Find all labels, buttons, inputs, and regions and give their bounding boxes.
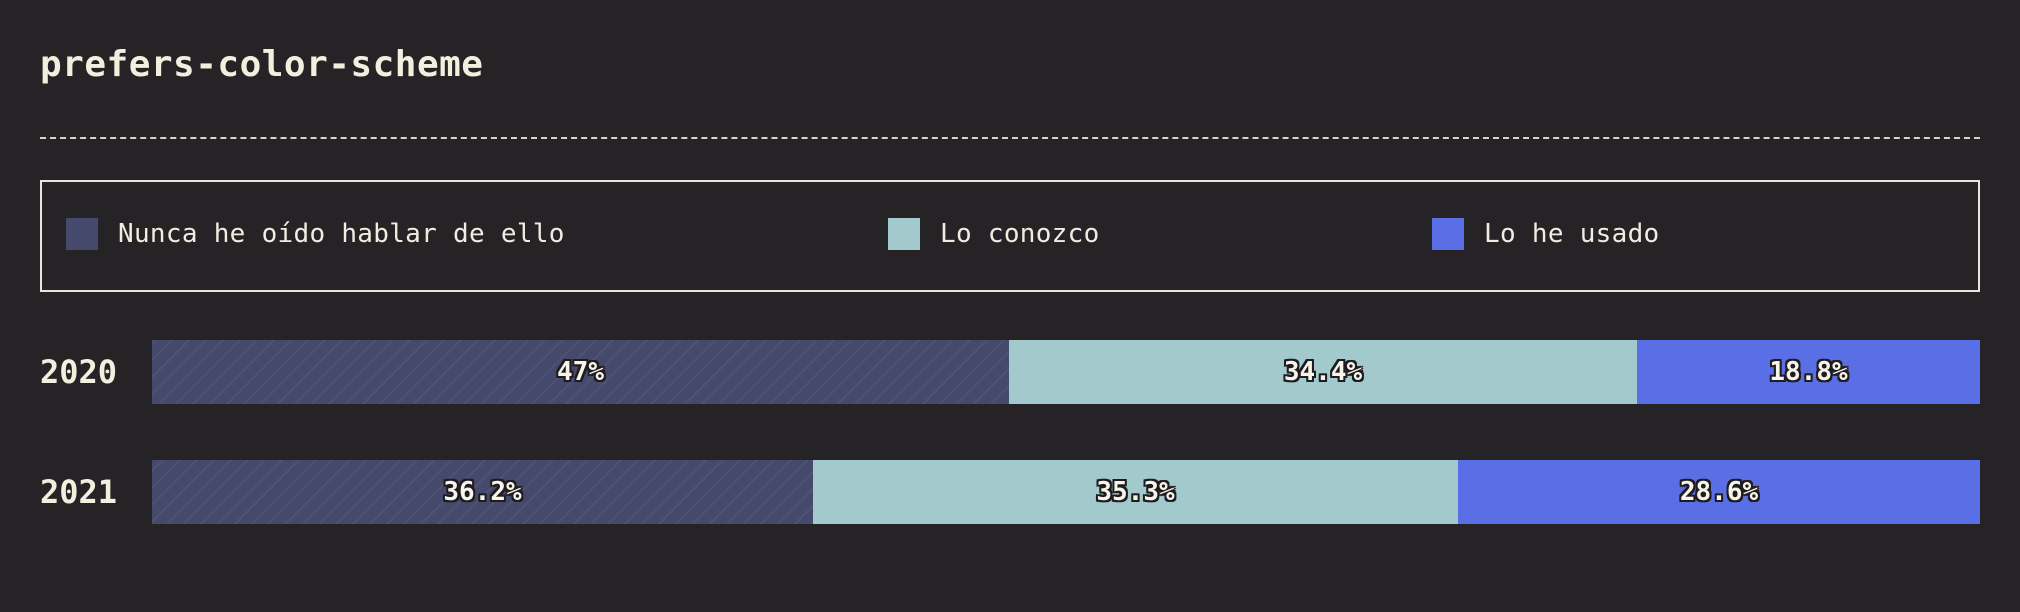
- chart-title: prefers-color-scheme: [40, 44, 484, 85]
- chart-legend: Nunca he oído hablar de ello Lo conozco …: [40, 180, 1980, 292]
- bar-segment-2021-know-it: 35.3%: [813, 460, 1458, 524]
- title-divider: [40, 137, 1980, 139]
- legend-label-never-heard: Nunca he oído hablar de ello: [118, 219, 565, 249]
- legend-item-know-it: Lo conozco: [888, 218, 1100, 250]
- legend-swatch-never-heard: [66, 218, 98, 250]
- data-label-2020-never-heard: 47%: [557, 357, 604, 387]
- bar-segment-2021-used-it: 28.6%: [1458, 460, 1980, 524]
- data-label-2021-used-it: 28.6%: [1679, 477, 1759, 507]
- data-label-2021-never-heard: 36.2%: [443, 477, 522, 507]
- category-label-2021: 2021: [40, 473, 118, 511]
- legend-label-used-it: Lo he usado: [1484, 219, 1660, 249]
- bar-segment-2021-never-heard: 36.2%: [152, 460, 813, 524]
- bar-track-2020: 47% 34.4% 18.8%: [152, 340, 1980, 404]
- legend-item-never-heard: Nunca he oído hablar de ello: [66, 218, 565, 250]
- bar-segment-2020-never-heard: 47%: [152, 340, 1009, 404]
- bar-row-2021: 2021 36.2% 35.3% 28.6%: [0, 460, 2020, 524]
- legend-item-used-it: Lo he usado: [1432, 218, 1660, 250]
- legend-label-know-it: Lo conozco: [940, 219, 1100, 249]
- data-label-2021-know-it: 35.3%: [1096, 477, 1175, 507]
- data-label-2020-know-it: 34.4%: [1283, 357, 1363, 387]
- bar-segment-2020-know-it: 34.4%: [1009, 340, 1637, 404]
- data-label-2020-used-it: 18.8%: [1769, 357, 1848, 387]
- bar-track-2021: 36.2% 35.3% 28.6%: [152, 460, 1980, 524]
- legend-swatch-used-it: [1432, 218, 1464, 250]
- bar-row-2020: 2020 47% 34.4% 18.8%: [0, 340, 2020, 404]
- bar-segment-2020-used-it: 18.8%: [1637, 340, 1980, 404]
- category-label-2020: 2020: [40, 353, 118, 391]
- legend-swatch-know-it: [888, 218, 920, 250]
